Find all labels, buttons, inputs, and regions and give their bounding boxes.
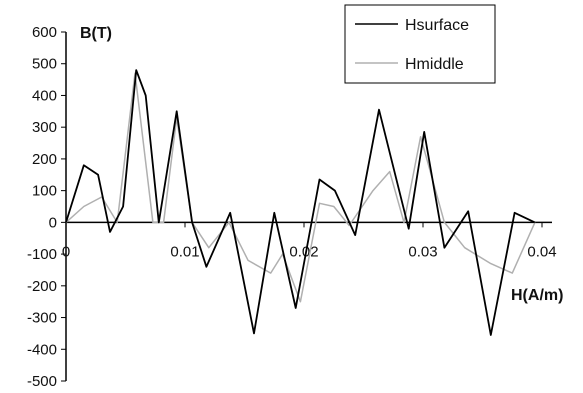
legend-label-hmiddle: Hmiddle xyxy=(405,56,464,73)
y-tick-label: 200 xyxy=(32,151,57,168)
y-tick-label: 0 xyxy=(49,214,57,231)
series-layer xyxy=(65,69,536,336)
x-tick-label: 0.03 xyxy=(408,243,437,260)
y-tick-label: 400 xyxy=(32,87,57,104)
y-tick-label: 100 xyxy=(32,183,57,200)
y-tick-label: -100 xyxy=(27,246,57,263)
x-tick-label: 0 xyxy=(62,243,70,260)
series-line-hmiddle xyxy=(65,72,536,303)
y-tick-label: -500 xyxy=(27,373,57,390)
legend: Hsurface Hmiddle xyxy=(344,4,496,84)
x-tick-label: 0.01 xyxy=(170,243,199,260)
y-axis-title: B(T) xyxy=(80,25,112,42)
x-axis-title: H(A/m) xyxy=(511,287,563,304)
y-tick-label: 500 xyxy=(32,56,57,73)
series-line-hsurface xyxy=(65,69,536,336)
y-tick-label: 600 xyxy=(32,24,57,41)
tick-labels: 600 500 400 300 200 100 0 -100 -200 -300 -400 -500 0… xyxy=(27,24,557,390)
x-tick-label: 0.02 xyxy=(289,243,318,260)
x-tick-label: 0.04 xyxy=(527,243,556,260)
y-tick-label: -300 xyxy=(27,310,57,327)
legend-label-hsurface: Hsurface xyxy=(405,17,469,34)
y-tick-label: -400 xyxy=(27,341,57,358)
y-tick-label: 300 xyxy=(32,119,57,136)
legend-box xyxy=(344,4,496,84)
y-tick-label: -200 xyxy=(27,278,57,295)
